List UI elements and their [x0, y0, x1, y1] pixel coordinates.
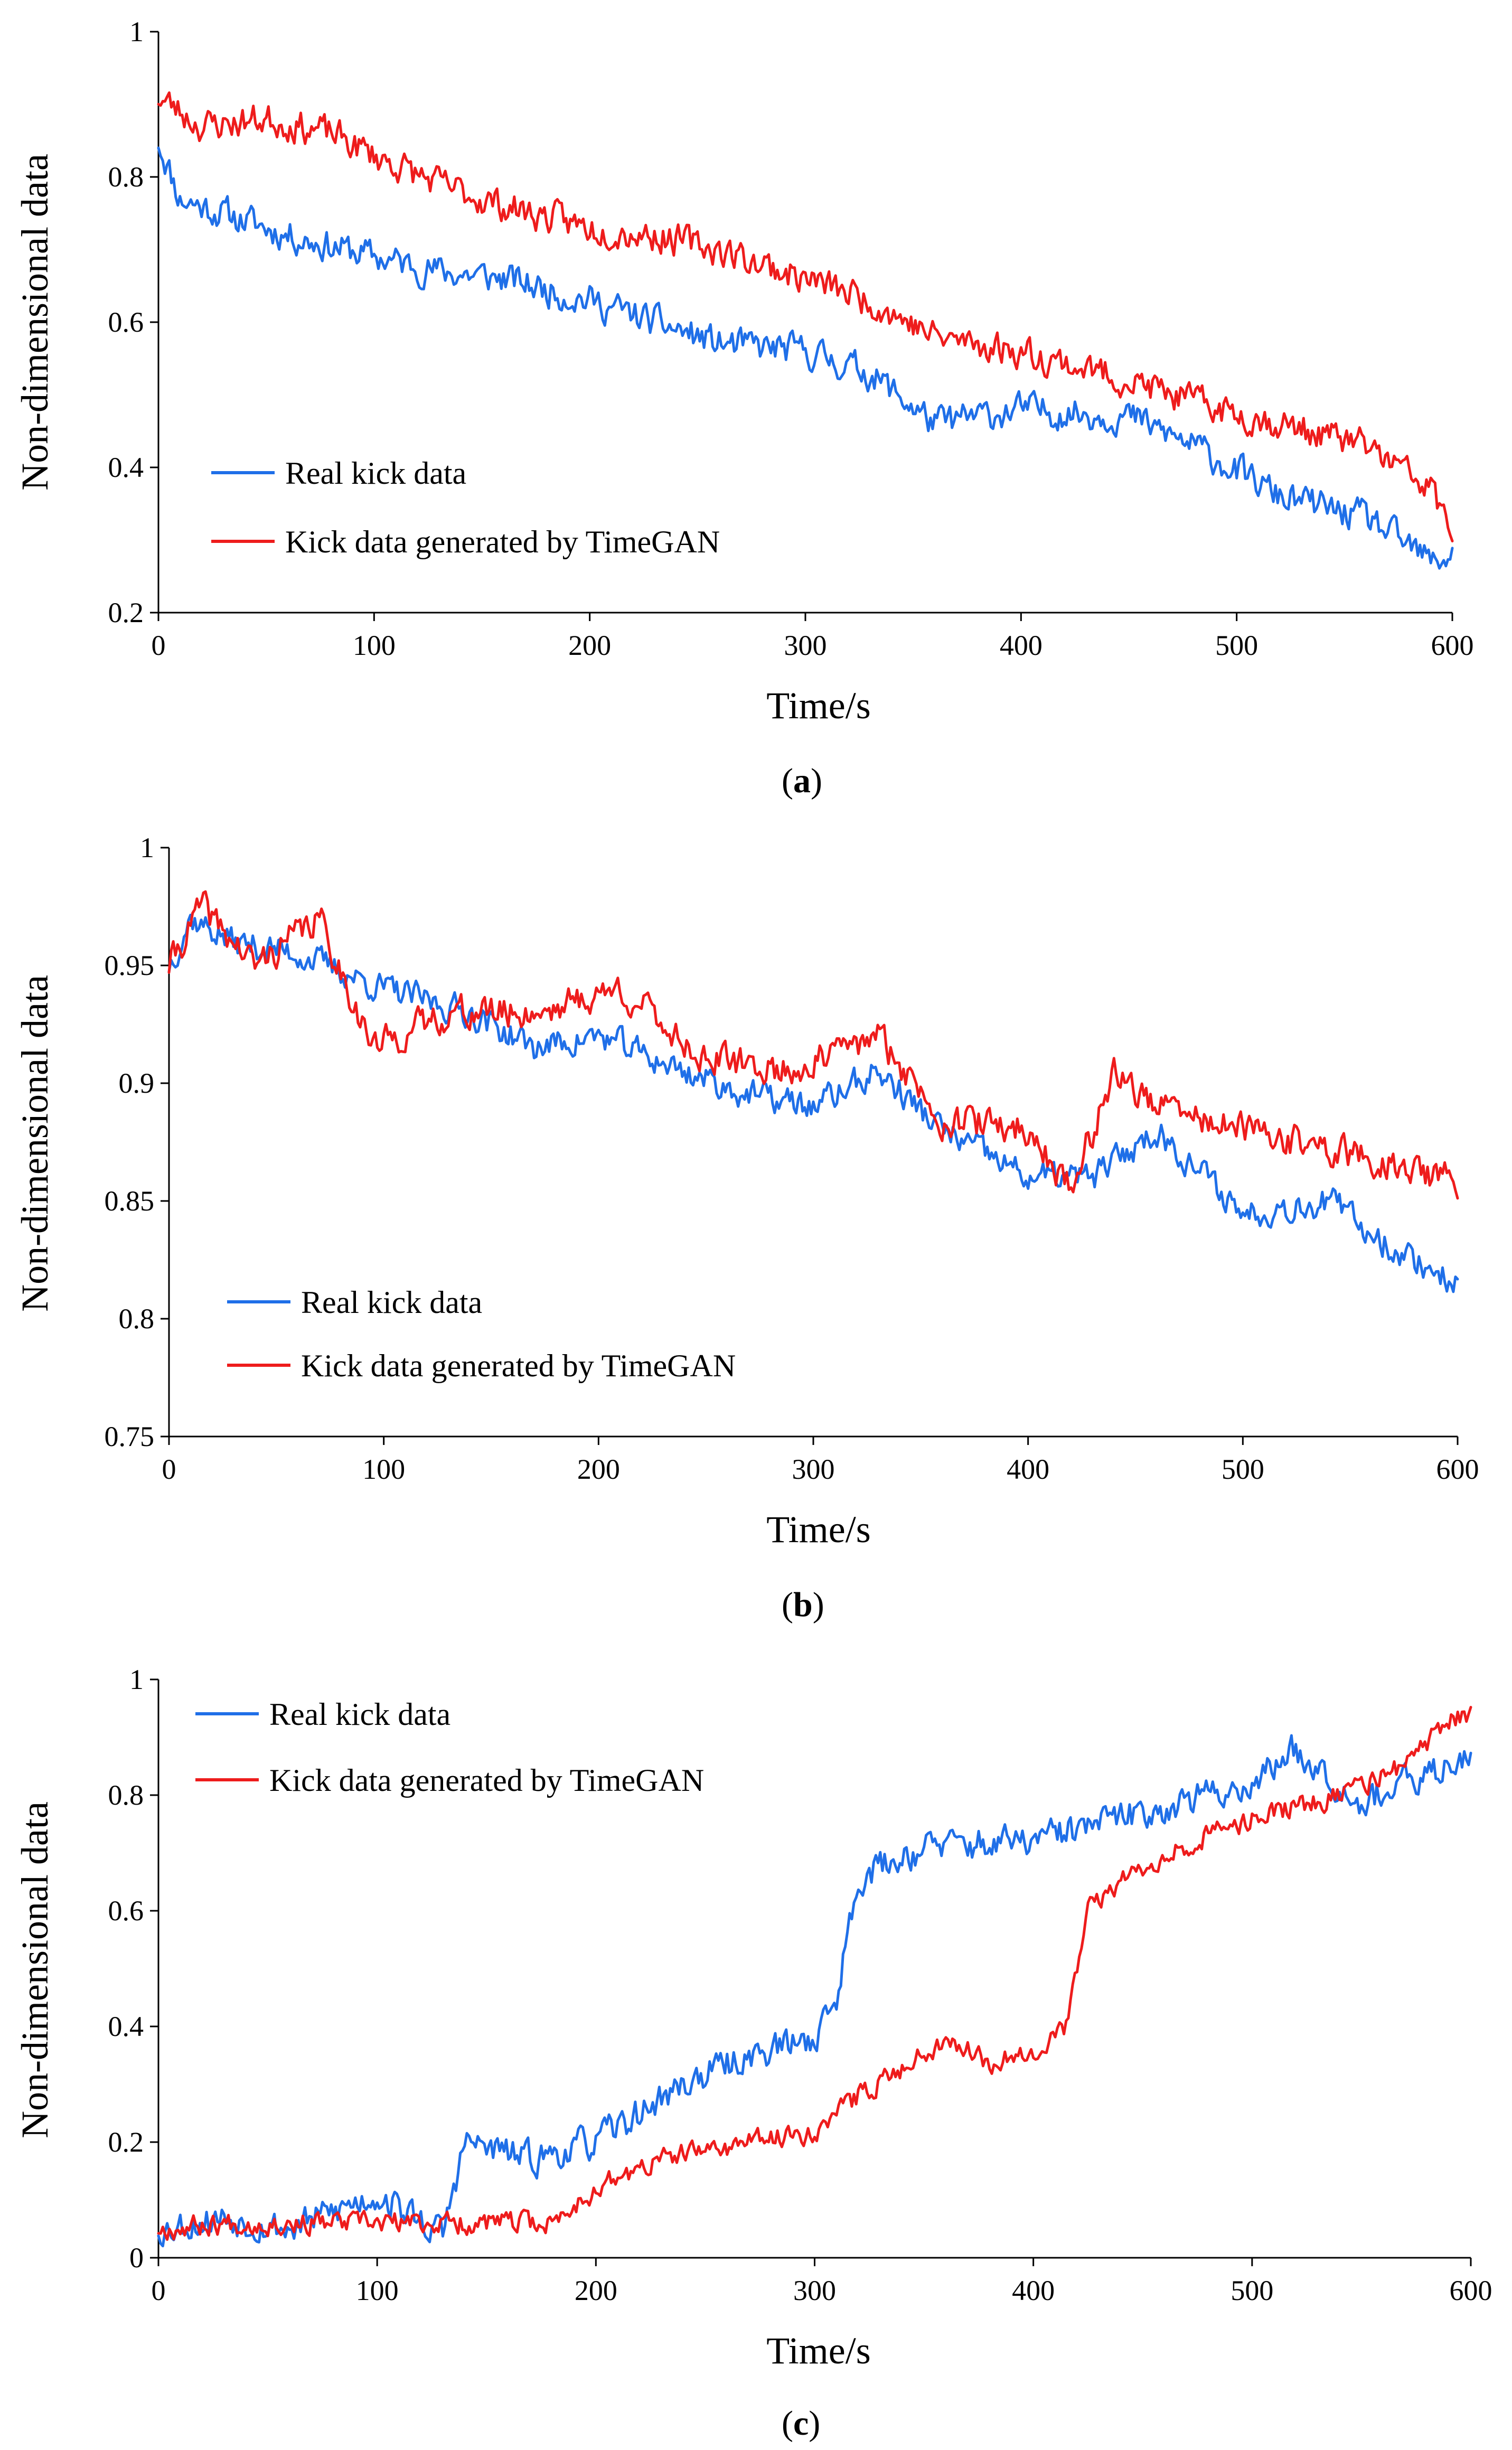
x-tick-label: 400: [1012, 2275, 1055, 2306]
x-tick-label: 600: [1450, 2275, 1492, 2306]
y-tick-label: 0.4: [108, 452, 144, 483]
series-line-timegan-kick: [167, 890, 1459, 1200]
panel-caption-b: (b): [782, 1585, 824, 1624]
y-tick-labels: 0.75 0.8 0.85 0.9 0.95 1: [105, 832, 155, 1452]
legend-label-real: Real kick data: [285, 456, 466, 491]
x-tick-label: 400: [1007, 1453, 1049, 1485]
series-line-real-kick: [157, 146, 1454, 570]
x-tick-label: 300: [793, 2275, 836, 2306]
caption-letter: b: [793, 1585, 813, 1624]
y-axis-title: Non-dimensional data: [14, 975, 56, 1312]
x-tick-label: 300: [784, 630, 827, 661]
y-tick-label: 0.8: [108, 1779, 144, 1811]
y-tick-label: 0.6: [108, 306, 144, 338]
legend: Real kick data Kick data generated by Ti…: [195, 1697, 704, 1798]
y-tick-label: 0.2: [108, 597, 144, 628]
y-axis-title: Non-dimensional data: [14, 154, 56, 491]
y-tick-label: 1: [129, 16, 144, 48]
x-tick-label: 500: [1215, 630, 1258, 661]
legend: Real kick data Kick data generated by Ti…: [211, 456, 720, 559]
series-line-timegan-kick: [157, 1706, 1472, 2241]
x-tick-labels: 0 100 200 300 400 500 600: [152, 2275, 1492, 2306]
x-tick-label: 600: [1431, 630, 1474, 661]
chart-panel-b: 0 100 200 300 400 500 600 0.75 0.8 0.85 …: [14, 832, 1479, 1624]
y-tick-label: 0.8: [108, 161, 144, 193]
y-tick-label: 0.85: [105, 1185, 155, 1217]
y-tick-label: 0.9: [119, 1067, 155, 1099]
panel-caption-c: (c): [782, 2404, 820, 2443]
x-tick-label: 0: [162, 1453, 176, 1485]
y-tick-label: 0.8: [119, 1303, 155, 1335]
x-tick-label: 500: [1222, 1453, 1264, 1485]
chart-panel-a: 0 100 200 300 400 500 600 0.2 0.4 0.6 0.…: [14, 16, 1474, 800]
caption-letter: c: [793, 2404, 809, 2443]
series-line-timegan-kick: [157, 91, 1454, 542]
axes-ticks: [161, 847, 1459, 1445]
y-tick-label: 0.95: [105, 950, 155, 981]
y-tick-label: 0.75: [105, 1421, 155, 1452]
x-axis-title: Time/s: [766, 684, 870, 727]
x-tick-label: 100: [362, 1453, 405, 1485]
caption-letter: a: [793, 762, 811, 800]
x-tick-label: 500: [1231, 2275, 1273, 2306]
x-tick-label: 600: [1436, 1453, 1479, 1485]
y-tick-label: 0: [129, 2242, 144, 2274]
x-tick-label: 0: [152, 630, 166, 661]
legend: Real kick data Kick data generated by Ti…: [227, 1285, 736, 1383]
series-line-real-kick: [157, 1734, 1472, 2248]
x-tick-label: 200: [568, 630, 611, 661]
y-tick-labels: 0.2 0.4 0.6 0.8 1: [108, 16, 144, 628]
y-axis-title: Non-dimensional data: [14, 1801, 56, 2138]
legend-label-timegan: Kick data generated by TimeGAN: [269, 1763, 704, 1798]
y-tick-label: 0.4: [108, 2011, 144, 2042]
panel-caption-a: (a): [782, 762, 822, 800]
legend-label-real: Real kick data: [269, 1697, 450, 1732]
axes-ticks: [150, 1678, 1472, 2266]
x-tick-label: 300: [792, 1453, 835, 1485]
x-tick-label: 400: [1000, 630, 1043, 661]
legend-label-real: Real kick data: [301, 1285, 482, 1320]
y-tick-label: 0.6: [108, 1895, 144, 1927]
x-tick-label: 200: [575, 2275, 617, 2306]
axes-ticks: [150, 31, 1453, 621]
y-tick-labels: 0 0.2 0.4 0.6 0.8 1: [108, 1664, 144, 2274]
x-axis-title: Time/s: [766, 2330, 870, 2372]
x-tick-labels: 0 100 200 300 400 500 600: [152, 630, 1474, 661]
x-axis-title: Time/s: [766, 1508, 870, 1551]
x-tick-label: 0: [152, 2275, 166, 2306]
series-line-real-kick: [167, 914, 1459, 1293]
x-tick-labels: 0 100 200 300 400 500 600: [162, 1453, 1479, 1485]
x-tick-label: 100: [353, 630, 396, 661]
y-tick-label: 1: [129, 1664, 144, 1695]
y-tick-label: 0.2: [108, 2126, 144, 2158]
x-tick-label: 200: [577, 1453, 620, 1485]
x-tick-label: 100: [356, 2275, 399, 2306]
legend-label-timegan: Kick data generated by TimeGAN: [285, 524, 720, 559]
legend-label-timegan: Kick data generated by TimeGAN: [301, 1348, 736, 1383]
y-tick-label: 1: [140, 832, 154, 863]
chart-panel-c: 0 100 200 300 400 500 600 0 0.2 0.4 0.6 …: [14, 1664, 1492, 2443]
